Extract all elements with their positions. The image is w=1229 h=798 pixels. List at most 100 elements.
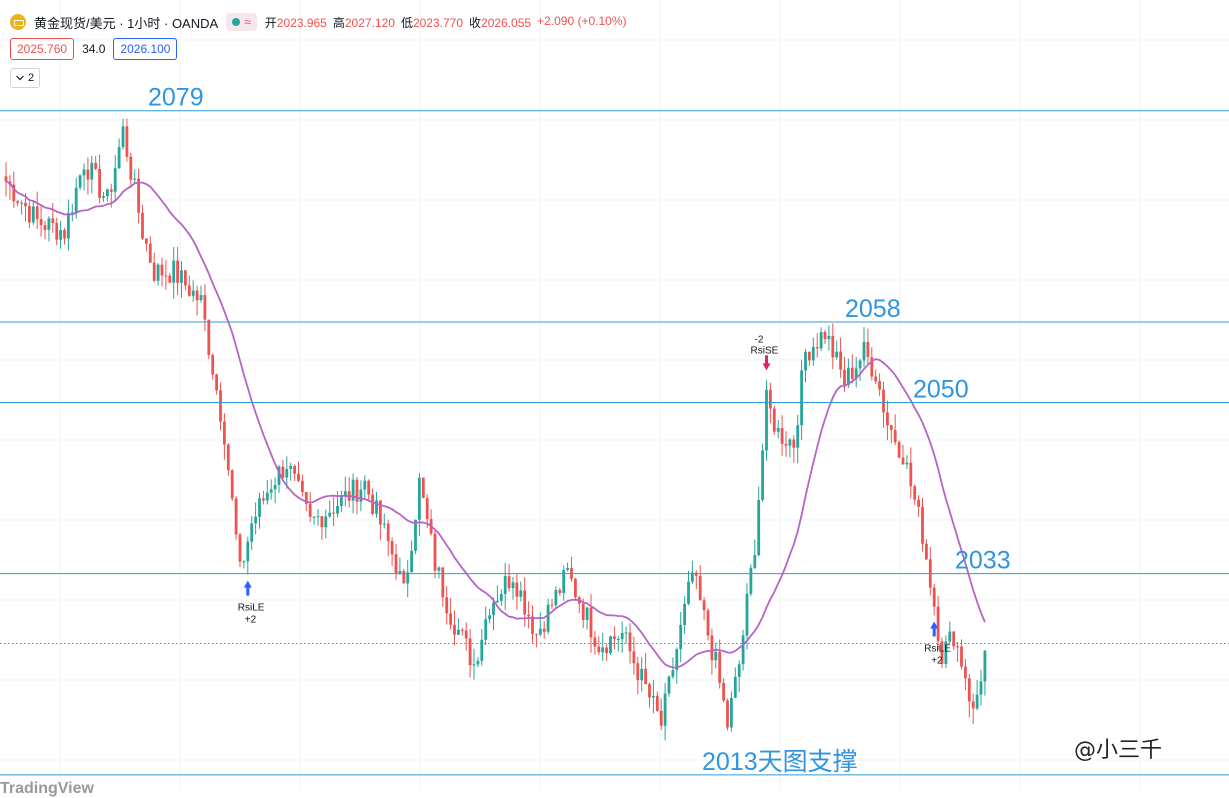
candle-body bbox=[472, 664, 476, 666]
candle-body bbox=[445, 597, 449, 614]
candle-body bbox=[889, 425, 893, 430]
candle bbox=[31, 201, 35, 225]
candle-body bbox=[476, 660, 480, 665]
candle bbox=[172, 247, 176, 299]
candle-body bbox=[156, 264, 160, 281]
candle bbox=[702, 597, 706, 621]
candle-body bbox=[691, 572, 694, 582]
candle bbox=[86, 157, 90, 195]
candle-body bbox=[944, 641, 948, 664]
candle bbox=[878, 373, 881, 397]
candle bbox=[433, 529, 437, 579]
candle-body bbox=[925, 543, 928, 560]
candle-body bbox=[262, 498, 265, 501]
candle bbox=[698, 565, 702, 601]
candle-body bbox=[960, 646, 963, 667]
candle-body bbox=[605, 647, 608, 654]
candle bbox=[184, 269, 187, 291]
candle bbox=[496, 585, 499, 603]
high-label: 高 bbox=[332, 15, 345, 30]
candle bbox=[78, 174, 82, 190]
candle-body bbox=[102, 196, 105, 198]
candle bbox=[589, 594, 593, 653]
candle bbox=[944, 635, 948, 669]
candle-body bbox=[527, 614, 530, 617]
tradingview-footer: TradingView bbox=[0, 780, 94, 797]
candle bbox=[964, 658, 967, 690]
candle bbox=[577, 595, 581, 614]
candle bbox=[776, 419, 780, 439]
candle-body bbox=[566, 567, 569, 570]
candle bbox=[889, 424, 893, 444]
candle-body bbox=[113, 168, 117, 192]
indicators-toggle-button[interactable]: 2 bbox=[10, 68, 41, 88]
market-status-pill[interactable]: ≈ bbox=[226, 13, 257, 31]
moving-average-line bbox=[5, 180, 986, 669]
candle-body bbox=[355, 479, 359, 502]
candle-body bbox=[542, 628, 546, 632]
candle-body bbox=[956, 646, 959, 648]
candle bbox=[936, 595, 940, 650]
candle-body bbox=[671, 670, 675, 677]
candle-body bbox=[979, 681, 983, 695]
candle-body bbox=[737, 664, 741, 677]
candle-body bbox=[913, 486, 917, 500]
candle-body bbox=[301, 480, 304, 493]
candle-body bbox=[47, 218, 51, 230]
candle bbox=[113, 155, 117, 202]
candle-body bbox=[983, 650, 987, 682]
candle bbox=[70, 203, 74, 222]
candle bbox=[211, 353, 215, 380]
ask-price-button[interactable]: 2026.100 bbox=[113, 38, 178, 60]
candle bbox=[624, 626, 628, 644]
symbol-title[interactable]: 黄金现货/美元 · 1小时 · OANDA bbox=[34, 15, 219, 31]
candle-body bbox=[940, 641, 944, 664]
candle-body bbox=[733, 676, 737, 698]
candle bbox=[468, 629, 472, 678]
candle-body bbox=[503, 576, 507, 595]
support-resistance-levels bbox=[0, 110, 1229, 776]
candle-body bbox=[648, 684, 651, 698]
candle bbox=[340, 490, 343, 513]
bid-price-button[interactable]: 2025.760 bbox=[10, 38, 75, 60]
candle-body bbox=[238, 534, 242, 562]
candle-body bbox=[507, 576, 511, 589]
candle bbox=[546, 598, 550, 635]
candle-body bbox=[121, 126, 125, 148]
candle bbox=[507, 563, 511, 592]
candle-body bbox=[878, 381, 881, 390]
candle bbox=[293, 464, 296, 481]
candle bbox=[667, 675, 671, 697]
candle-body bbox=[511, 582, 515, 589]
candle-body bbox=[948, 631, 952, 642]
candle bbox=[20, 200, 23, 215]
candle bbox=[570, 556, 573, 582]
candle-body bbox=[917, 499, 920, 507]
candle-body bbox=[191, 290, 195, 296]
candle-body bbox=[909, 462, 913, 487]
candle bbox=[234, 496, 238, 540]
candle bbox=[351, 473, 355, 514]
candle-body bbox=[796, 425, 800, 448]
candle-body bbox=[425, 498, 429, 520]
candle-body bbox=[94, 162, 98, 169]
signal-qty: +2 bbox=[245, 615, 257, 626]
candle bbox=[94, 155, 98, 171]
candle-body bbox=[776, 428, 780, 432]
candle-body bbox=[464, 630, 468, 639]
candle-body bbox=[31, 206, 35, 223]
candle bbox=[125, 118, 129, 162]
candle-body bbox=[367, 480, 371, 495]
candle-body bbox=[679, 624, 683, 650]
candle bbox=[706, 608, 710, 641]
candle-body bbox=[406, 572, 410, 584]
candle-body bbox=[886, 412, 889, 426]
candle bbox=[531, 605, 534, 644]
candle-body bbox=[51, 218, 55, 224]
candle-body bbox=[16, 201, 20, 203]
candle bbox=[839, 337, 842, 378]
candle-body bbox=[90, 162, 94, 180]
candle bbox=[648, 682, 651, 708]
